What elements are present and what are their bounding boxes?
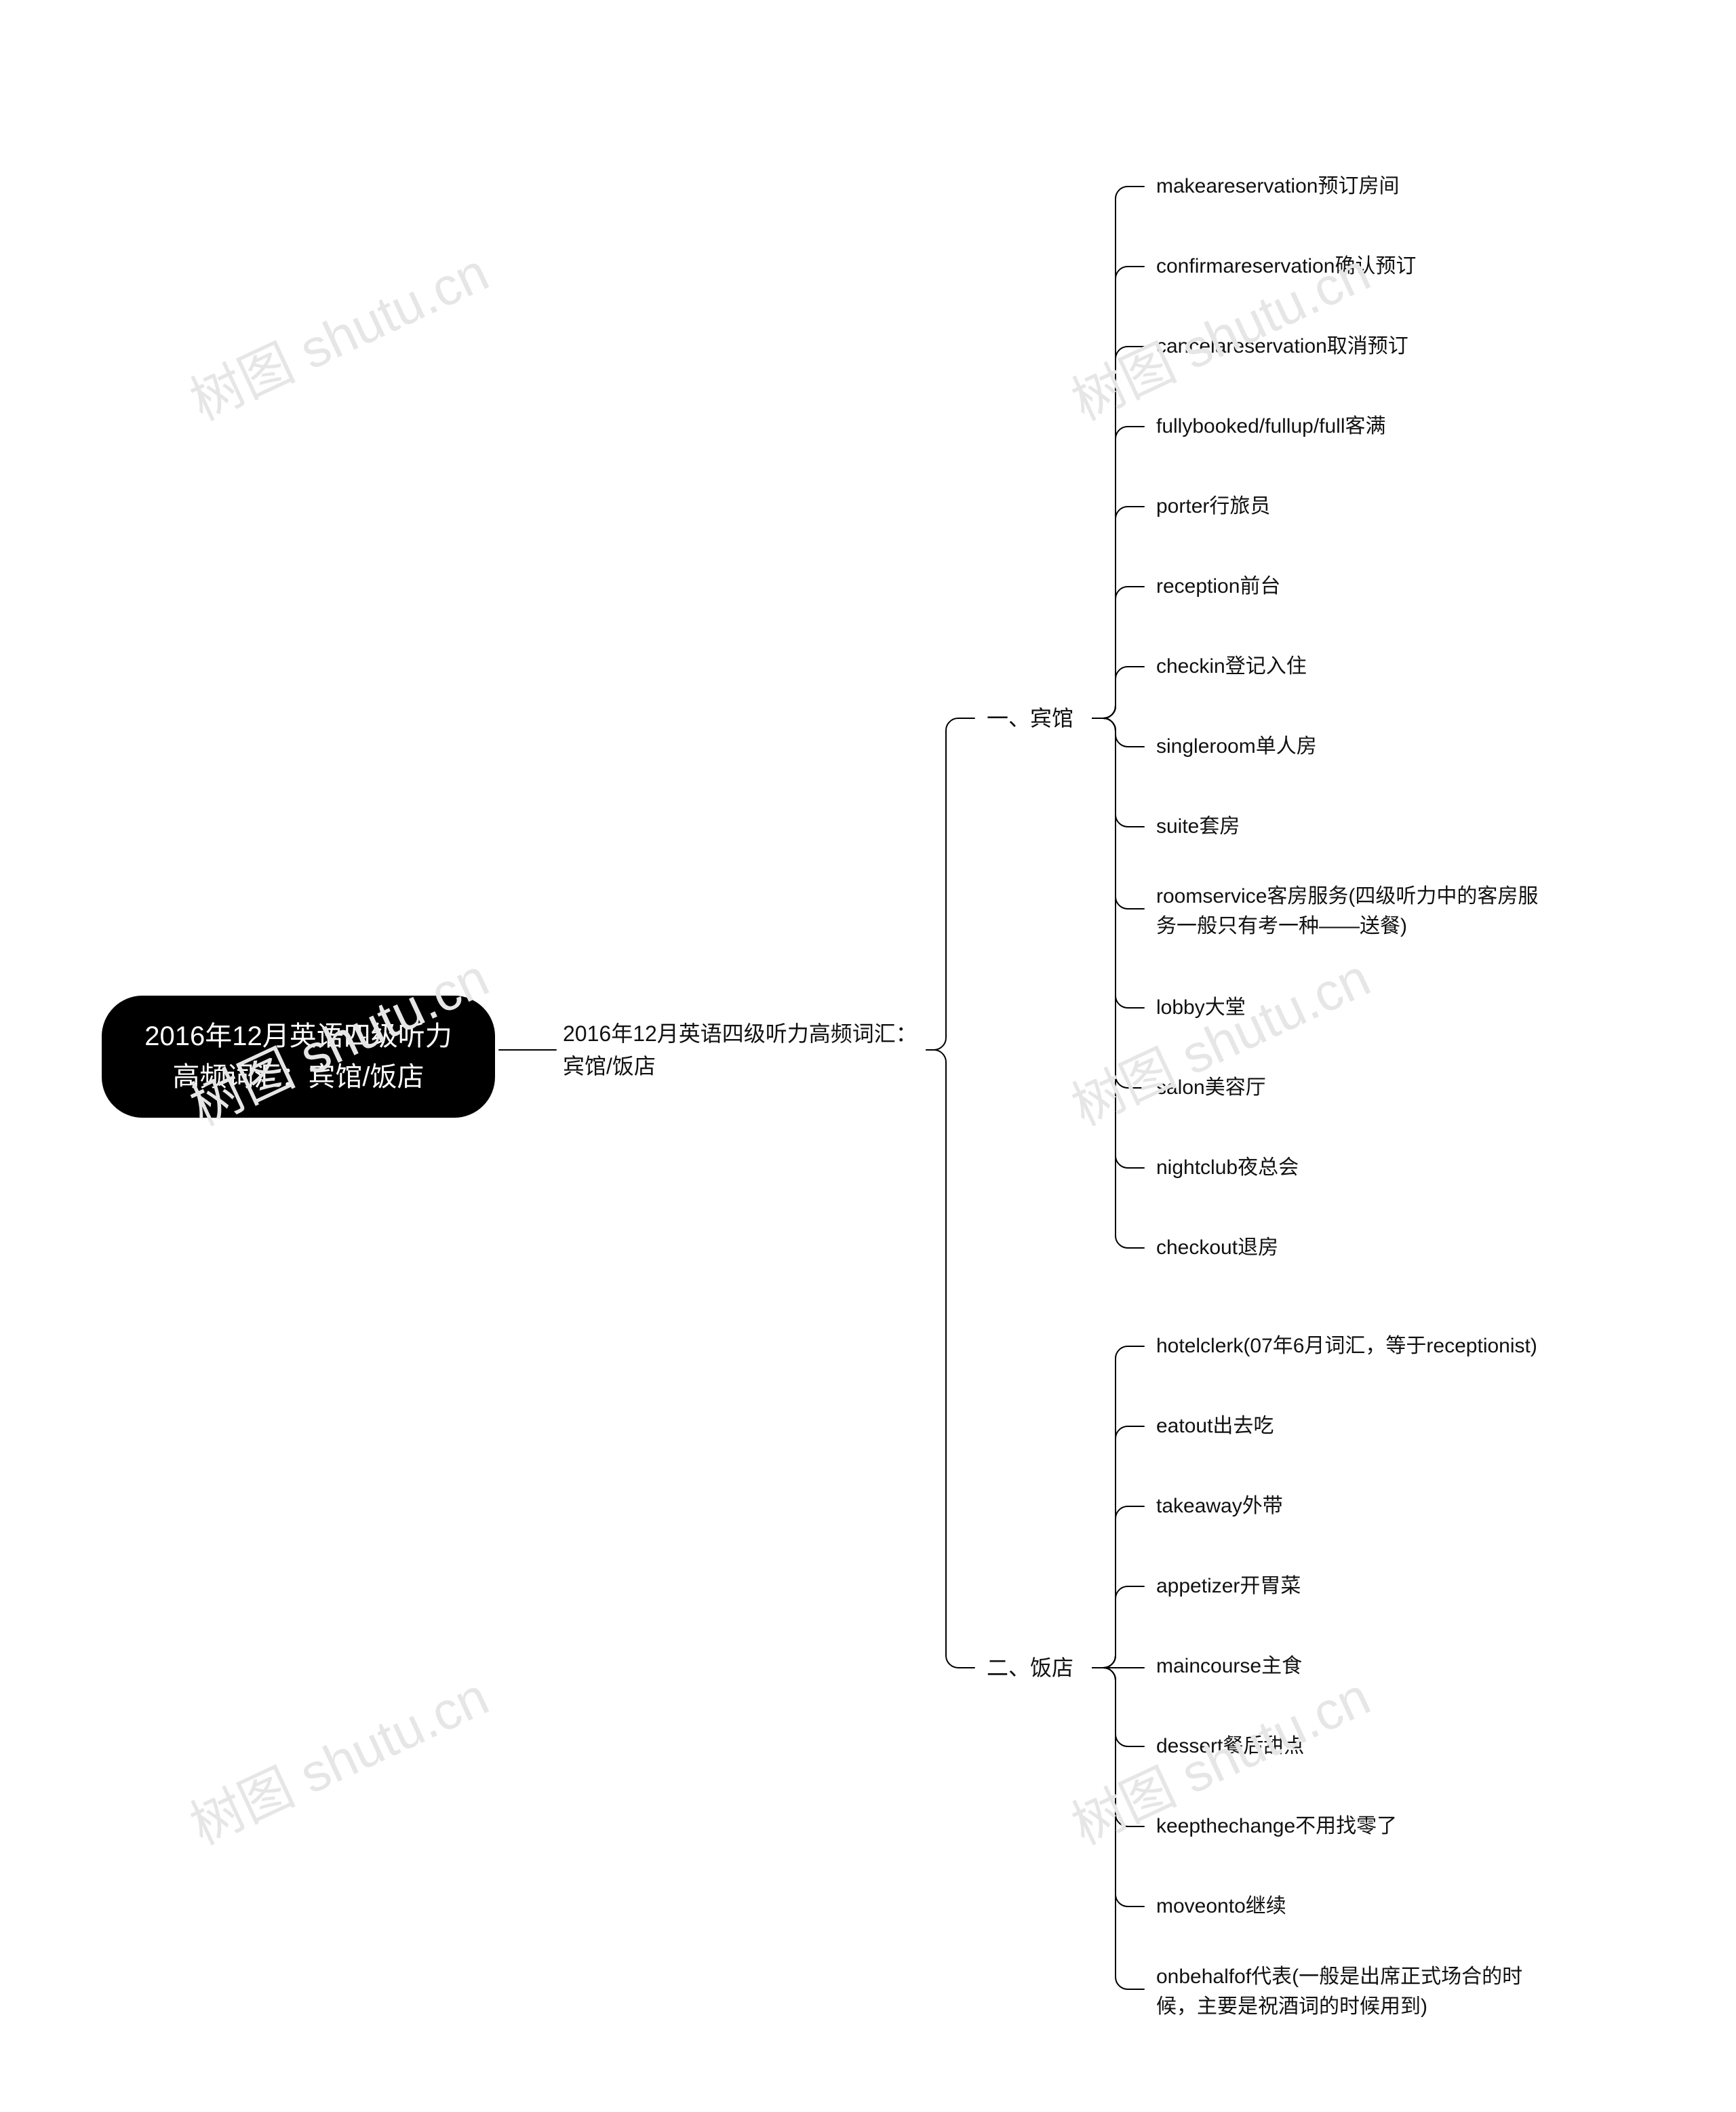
branch-restaurant-leaf-6: keepthechange不用找零了 — [1156, 1812, 1644, 1841]
level1-node: 2016年12月英语四级听力高频词汇：宾馆/饭店 — [563, 1017, 922, 1082]
branch-hotel-leaf-7: singleroom单人房 — [1156, 732, 1644, 762]
branch-hotel-leaf-6: checkin登记入住 — [1156, 652, 1644, 682]
branch-hotel-leaf-8: suite套房 — [1156, 812, 1644, 842]
root-title-line2: 高频词汇：宾馆/饭店 — [172, 1062, 424, 1092]
root-title-line1: 2016年12月英语四级听力 — [144, 1021, 452, 1051]
branch-hotel-leaf-2: cancelareservation取消预订 — [1156, 332, 1644, 361]
branch-restaurant-leaf-1: eatout出去吃 — [1156, 1411, 1644, 1441]
branch-hotel-leaf-10: lobby大堂 — [1156, 993, 1644, 1023]
mindmap-canvas: 2016年12月英语四级听力高频词汇：宾馆/饭店2016年12月英语四级听力高频… — [0, 0, 1736, 2112]
branch-restaurant-leaf-5: dessert餐后甜点 — [1156, 1732, 1644, 1761]
branch-hotel-leaf-0: makeareservation预订房间 — [1156, 172, 1644, 201]
branch-restaurant-leaf-3: appetizer开胃菜 — [1156, 1571, 1644, 1601]
branch-hotel-leaf-13: checkout退房 — [1156, 1233, 1644, 1263]
branch-hotel-leaf-11: salon美容厅 — [1156, 1073, 1644, 1103]
branch-hotel-leaf-9: roomservice客房服务(四级听力中的客房服务一般只有考一种——送餐) — [1156, 882, 1556, 941]
branch-hotel: 一、宾馆 — [987, 702, 1073, 735]
branch-restaurant: 二、饭店 — [987, 1651, 1073, 1684]
branch-hotel-leaf-12: nightclub夜总会 — [1156, 1153, 1644, 1183]
branch-restaurant-leaf-7: moveonto继续 — [1156, 1892, 1644, 1921]
branch-restaurant-leaf-8: onbehalfof代表(一般是出席正式场合的时候，主要是祝酒词的时候用到) — [1156, 1962, 1556, 2021]
watermark-4: 树图 shutu.cn — [176, 1655, 499, 1859]
branch-hotel-leaf-5: reception前台 — [1156, 572, 1644, 602]
watermark-0: 树图 shutu.cn — [176, 231, 499, 435]
watermark-3: 树图 shutu.cn — [1058, 936, 1381, 1140]
root-node: 2016年12月英语四级听力高频词汇：宾馆/饭店 — [102, 996, 495, 1118]
branch-hotel-leaf-3: fullybooked/fullup/full客满 — [1156, 412, 1644, 442]
branch-hotel-leaf-1: confirmareservation确认预订 — [1156, 252, 1644, 281]
branch-hotel-leaf-4: porter行旅员 — [1156, 492, 1644, 522]
branch-restaurant-leaf-2: takeaway外带 — [1156, 1491, 1644, 1521]
branch-restaurant-leaf-0: hotelclerk(07年6月词汇，等于receptionist) — [1156, 1331, 1644, 1361]
branch-restaurant-leaf-4: maincourse主食 — [1156, 1651, 1644, 1681]
